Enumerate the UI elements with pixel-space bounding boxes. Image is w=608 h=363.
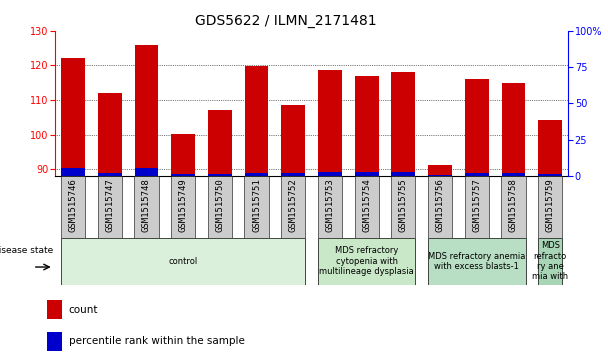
Bar bbox=[281, 176, 305, 238]
Bar bbox=[428, 175, 452, 176]
Bar bbox=[354, 172, 379, 176]
Bar bbox=[244, 173, 269, 176]
Bar bbox=[208, 174, 232, 176]
Bar bbox=[502, 173, 525, 176]
Text: GSM1515746: GSM1515746 bbox=[69, 178, 78, 232]
Text: GSM1515758: GSM1515758 bbox=[509, 178, 518, 232]
Text: GSM1515752: GSM1515752 bbox=[289, 178, 298, 232]
Bar bbox=[538, 174, 562, 176]
Text: GSM1515759: GSM1515759 bbox=[545, 178, 554, 232]
Bar bbox=[61, 176, 85, 238]
Bar bbox=[318, 176, 342, 238]
Bar bbox=[98, 93, 122, 176]
Bar bbox=[208, 110, 232, 176]
Bar bbox=[392, 72, 415, 176]
Text: GSM1515749: GSM1515749 bbox=[179, 178, 188, 232]
Bar bbox=[428, 176, 452, 238]
Text: GSM1515750: GSM1515750 bbox=[215, 178, 224, 232]
Bar bbox=[391, 176, 415, 238]
Text: GSM1515755: GSM1515755 bbox=[399, 178, 408, 232]
Text: GSM1515748: GSM1515748 bbox=[142, 178, 151, 232]
Title: GDS5622 / ILMN_2171481: GDS5622 / ILMN_2171481 bbox=[195, 15, 377, 28]
Bar bbox=[208, 176, 232, 238]
Text: GSM1515756: GSM1515756 bbox=[435, 178, 444, 232]
Bar bbox=[61, 238, 305, 285]
Bar bbox=[502, 83, 525, 176]
Bar bbox=[465, 176, 489, 238]
Bar bbox=[171, 176, 195, 238]
Text: GSM1515754: GSM1515754 bbox=[362, 178, 371, 232]
Bar bbox=[98, 173, 122, 176]
Bar bbox=[502, 176, 525, 238]
Bar bbox=[244, 66, 269, 176]
Bar bbox=[465, 79, 489, 176]
Bar bbox=[428, 238, 525, 285]
Text: control: control bbox=[168, 257, 198, 266]
Text: GSM1515751: GSM1515751 bbox=[252, 178, 261, 232]
Bar bbox=[171, 174, 195, 176]
Text: GSM1515747: GSM1515747 bbox=[105, 178, 114, 232]
Bar bbox=[354, 176, 379, 238]
Bar bbox=[134, 168, 159, 176]
Bar bbox=[318, 172, 342, 176]
Bar bbox=[98, 176, 122, 238]
Text: percentile rank within the sample: percentile rank within the sample bbox=[69, 337, 244, 346]
Bar bbox=[538, 120, 562, 176]
Bar bbox=[244, 176, 269, 238]
Text: GSM1515753: GSM1515753 bbox=[325, 178, 334, 232]
Bar bbox=[318, 238, 415, 285]
Text: GSM1515757: GSM1515757 bbox=[472, 178, 482, 232]
Bar bbox=[465, 173, 489, 176]
Text: MDS refractory anemia
with excess blasts-1: MDS refractory anemia with excess blasts… bbox=[428, 252, 525, 271]
Bar bbox=[428, 165, 452, 176]
Bar bbox=[47, 332, 62, 351]
Bar bbox=[282, 105, 305, 176]
Text: disease state: disease state bbox=[0, 246, 54, 256]
Text: MDS refractory
cytopenia with
multilineage dysplasia: MDS refractory cytopenia with multilinea… bbox=[319, 246, 414, 276]
Text: count: count bbox=[69, 305, 98, 315]
Bar bbox=[134, 176, 159, 238]
Bar bbox=[354, 77, 379, 176]
Bar bbox=[318, 70, 342, 176]
Bar bbox=[171, 134, 195, 176]
Text: MDS
refracto
ry ane
mia with: MDS refracto ry ane mia with bbox=[532, 241, 568, 281]
Bar bbox=[47, 300, 62, 319]
Bar bbox=[282, 173, 305, 176]
Bar bbox=[392, 172, 415, 176]
Bar bbox=[134, 45, 159, 176]
Bar bbox=[61, 168, 85, 176]
Bar bbox=[538, 176, 562, 238]
Bar bbox=[61, 58, 85, 176]
Bar bbox=[538, 238, 562, 285]
